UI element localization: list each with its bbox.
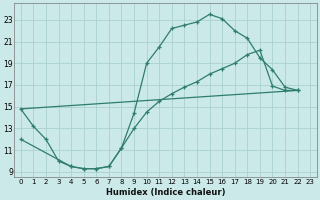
X-axis label: Humidex (Indice chaleur): Humidex (Indice chaleur): [106, 188, 225, 197]
